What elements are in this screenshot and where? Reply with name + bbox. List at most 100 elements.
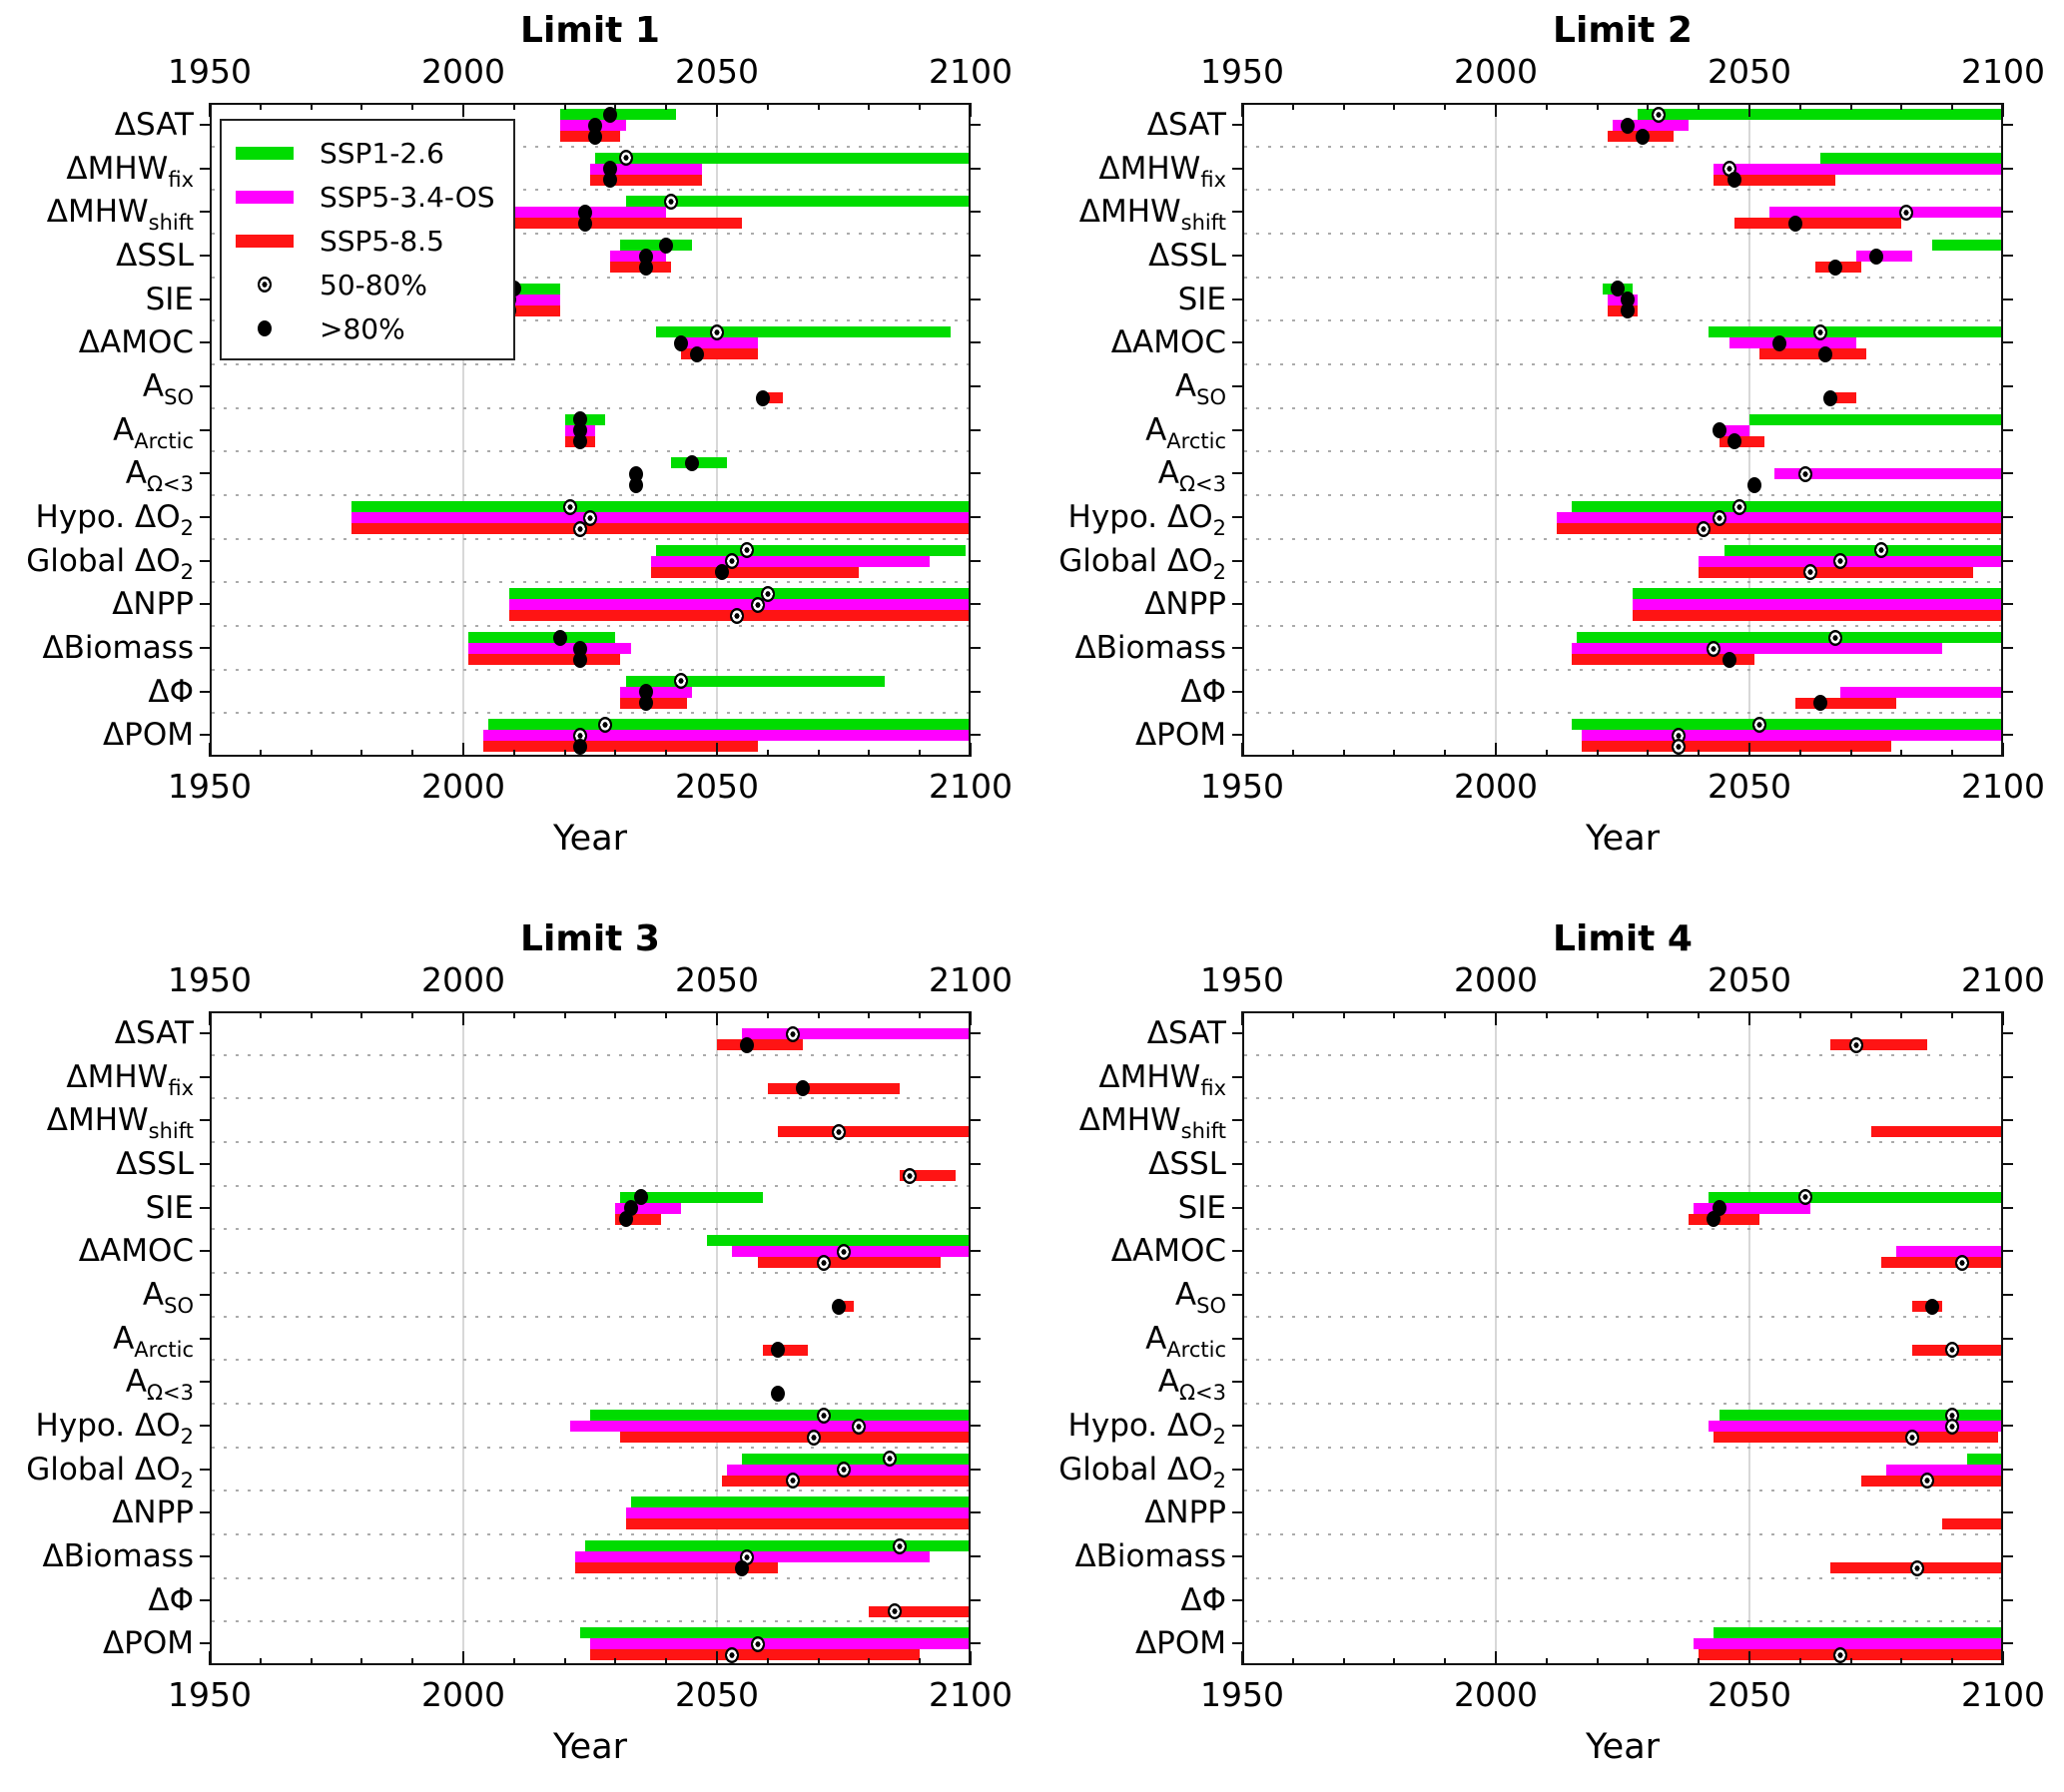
y-tick xyxy=(200,298,210,300)
legend-swatch-SSP5-3.4-OS xyxy=(236,190,294,204)
row-separator xyxy=(212,363,969,365)
gridline-2050 xyxy=(1748,103,1750,757)
x-tick xyxy=(919,1011,922,1018)
x-tick xyxy=(1545,1658,1548,1665)
y-axis-label-text: ΔAMOC xyxy=(1110,1233,1226,1270)
y-axis-label-text: A xyxy=(1174,1276,1197,1313)
y-axis-label-text: ΔSAT xyxy=(1146,1014,1226,1051)
y-tick xyxy=(2003,1119,2013,1122)
y-axis-label-MHW_fix: ΔMHWfix xyxy=(1098,1057,1226,1108)
probability-dot-gt80 xyxy=(1813,695,1828,712)
gridline-2000 xyxy=(462,103,464,757)
row-separator xyxy=(212,450,969,453)
y-axis-label-text: A xyxy=(1145,411,1167,448)
y-tick xyxy=(2003,1206,2013,1209)
y-tick xyxy=(2003,254,2013,257)
y-axis-label-text: ΔBiomass xyxy=(1074,1537,1226,1574)
y-tick xyxy=(1232,559,1242,562)
plot-area xyxy=(200,103,981,757)
probability-dot-50-80 xyxy=(1828,629,1843,646)
y-tick xyxy=(200,428,210,431)
legend-item-label: SSP1-2.6 xyxy=(320,136,444,170)
y-tick xyxy=(1232,1119,1242,1122)
x-tick xyxy=(1545,103,1548,110)
y-axis-label-A_Arctic: AArctic xyxy=(1145,1319,1226,1370)
y-axis-label-text: A xyxy=(1157,1364,1179,1401)
row-separator xyxy=(1244,625,2001,627)
y-axis-label-subscript: Ω<3 xyxy=(146,1381,194,1406)
x-tick xyxy=(1748,743,1750,757)
row-separator xyxy=(212,189,969,192)
probability-dot-50-80 xyxy=(562,498,577,515)
x-tick xyxy=(1342,103,1345,110)
probability-dot-50-80 xyxy=(664,193,679,210)
probability-dot-50-80 xyxy=(760,585,775,602)
range-bar-ssp534os-SSL xyxy=(610,251,667,262)
y-tick xyxy=(2003,1381,2013,1384)
x-tick xyxy=(1951,1011,1954,1018)
row-separator xyxy=(1244,1533,2001,1535)
x-tick xyxy=(1748,1011,1750,1025)
probability-dot-50-80 xyxy=(1752,716,1767,733)
probability-dot-50-80 xyxy=(1945,1418,1960,1435)
probability-dot-gt80 xyxy=(1924,1298,1939,1315)
probability-dot-50-80 xyxy=(882,1451,897,1468)
y-axis-label-text: ΔNPP xyxy=(1144,586,1226,623)
x-axis-tick-label: 2100 xyxy=(1961,767,2045,806)
row-separator xyxy=(1244,363,2001,365)
gridline-2050 xyxy=(716,1011,718,1665)
range-bar-ssp585-NPP xyxy=(625,1518,971,1530)
range-bar-ssp585-NPP xyxy=(1633,610,2003,622)
x-tick xyxy=(1342,750,1345,757)
y-tick xyxy=(1232,384,1242,387)
range-bar-ssp534os-GlobalO2 xyxy=(650,555,931,567)
row-separator xyxy=(212,1403,969,1405)
x-axis-tick-label: 2050 xyxy=(675,960,759,999)
y-tick xyxy=(971,1162,981,1165)
y-tick xyxy=(2003,384,2013,387)
x-tick xyxy=(1495,1651,1497,1665)
y-tick xyxy=(200,1293,210,1296)
x-tick xyxy=(259,103,262,110)
range-bar-ssp585-A_SO xyxy=(1830,392,1856,403)
x-tick xyxy=(665,1011,668,1018)
y-tick xyxy=(1232,1337,1242,1340)
probability-dot-50-80 xyxy=(725,553,740,570)
y-axis-label-A_SO: ASO xyxy=(1175,1275,1226,1326)
x-axis-title: Year xyxy=(552,1727,628,1767)
row-separator xyxy=(212,1315,969,1318)
x-tick xyxy=(716,743,718,757)
y-axis-label-text: Global ΔO xyxy=(1058,1451,1213,1488)
range-bar-ssp534os-AMOC xyxy=(1728,337,1856,349)
probability-dot-50-80 xyxy=(710,323,724,340)
x-tick xyxy=(259,1011,262,1018)
probability-dot-gt80 xyxy=(628,476,643,493)
x-axis-tick-label: 2100 xyxy=(929,767,1013,806)
row-separator xyxy=(212,1228,969,1231)
row-separator xyxy=(1244,406,2001,409)
probability-dot-gt80 xyxy=(689,345,704,362)
y-tick xyxy=(1232,472,1242,475)
x-tick xyxy=(919,750,922,757)
y-axis-label-text: ΔNPP xyxy=(1144,1494,1226,1531)
y-axis-label-text: Hypo. ΔO xyxy=(35,1407,181,1444)
y-axis-label-A_Omega: AΩ<3 xyxy=(1158,1362,1226,1413)
y-axis-label-SAT: ΔSAT xyxy=(115,105,194,145)
y-tick xyxy=(200,254,210,257)
range-bar-ssp585-A_SO xyxy=(757,392,784,403)
y-axis-label-NPP: ΔNPP xyxy=(1144,584,1226,624)
x-tick xyxy=(970,743,972,757)
y-axis-label-text: A xyxy=(1157,455,1179,492)
y-tick xyxy=(200,1424,210,1427)
y-tick xyxy=(200,1075,210,1078)
y-axis-label-subscript: Ω<3 xyxy=(1178,1381,1226,1406)
x-tick xyxy=(1342,1011,1345,1018)
y-axis-label-SAT: ΔSAT xyxy=(1147,1013,1226,1053)
gridline-2050 xyxy=(716,103,718,757)
range-bar-ssp534os-NPP xyxy=(625,1507,971,1519)
x-tick xyxy=(817,750,820,757)
x-tick xyxy=(512,103,515,110)
probability-dot-gt80 xyxy=(588,128,603,145)
row-separator xyxy=(212,233,969,235)
y-tick xyxy=(971,1554,981,1557)
